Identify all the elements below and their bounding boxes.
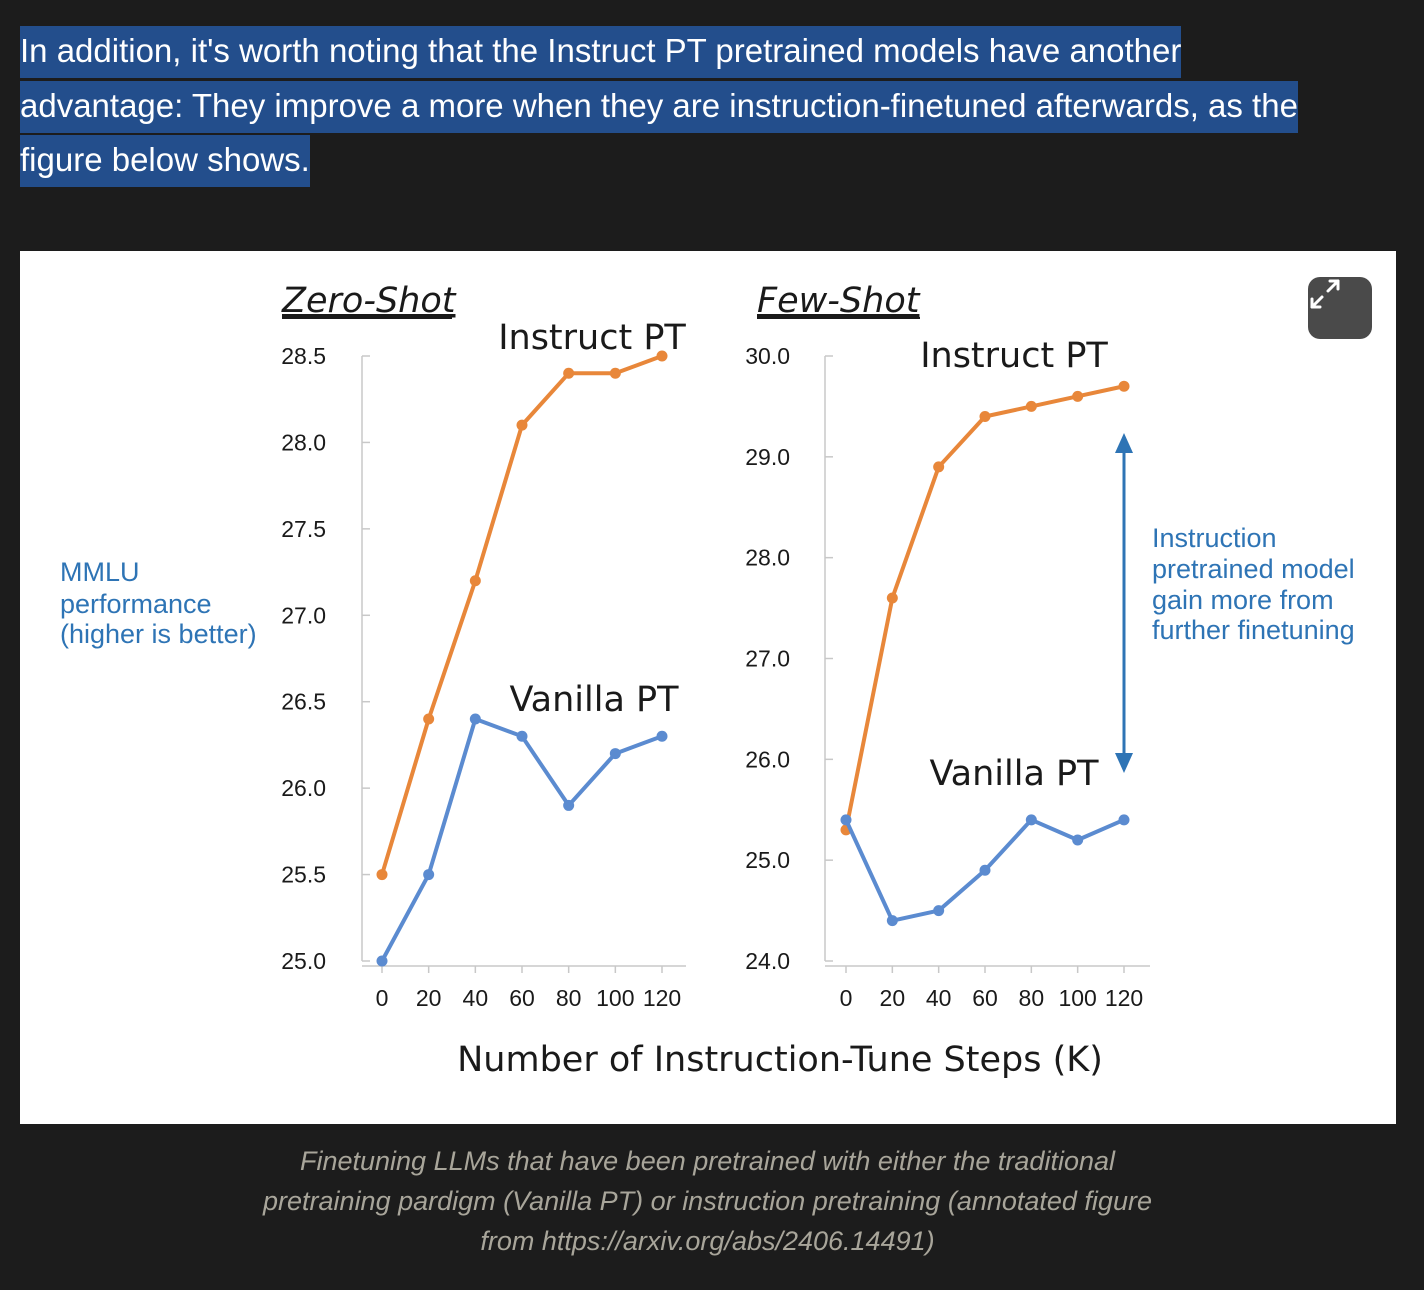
data-point-instruct <box>886 592 898 604</box>
paragraph-line: advantage: They improve a more when they… <box>20 80 1298 133</box>
data-point-vanilla <box>469 713 481 725</box>
data-point-instruct <box>609 367 621 379</box>
x-tick-label: 100 <box>596 985 634 1011</box>
data-point-instruct <box>376 869 388 881</box>
panel-title-few-shot: Few-Shot <box>757 281 921 321</box>
caption-line: Finetuning LLMs that have been pretraine… <box>299 1146 1115 1176</box>
side-annotation-line: further finetuning <box>1152 615 1355 645</box>
y-tick-label: 29.0 <box>745 444 790 470</box>
side-annotation-line: pretrained model <box>1152 554 1355 584</box>
data-point-instruct <box>656 350 668 362</box>
chart-canvas: MMLU performance (higher is better) Inst… <box>60 281 1355 1080</box>
data-point-vanilla <box>1025 814 1037 826</box>
data-point-vanilla <box>376 955 388 967</box>
panel-title-zero-shot: Zero-Shot <box>281 281 457 321</box>
x-tick-label: 0 <box>840 985 853 1011</box>
series-label-instruct: Instruct PT <box>920 336 1108 376</box>
caption-line: from https://arxiv.org/abs/2406.14491) <box>480 1226 935 1256</box>
paragraph-line: figure below shows. <box>20 135 310 187</box>
data-point-vanilla <box>840 814 852 826</box>
expand-arrows-icon <box>1310 279 1340 309</box>
data-point-instruct <box>1072 390 1084 402</box>
gain-double-arrow <box>1115 433 1133 773</box>
y-annotation-line: MMLU <box>60 557 140 587</box>
y-annotation-line: performance <box>60 589 212 619</box>
y-tick-label: 28.0 <box>745 545 790 571</box>
y-tick-label: 25.5 <box>281 862 326 888</box>
y-tick-label: 25.0 <box>281 948 326 974</box>
data-point-instruct <box>1118 380 1130 392</box>
x-tick-label: 60 <box>509 985 535 1011</box>
y-tick-label: 26.5 <box>281 689 326 715</box>
data-point-instruct <box>516 419 528 431</box>
y-annotation-line: (higher is better) <box>60 619 257 649</box>
y-tick-label: 25.0 <box>745 847 790 873</box>
y-tick-label: 26.0 <box>281 775 326 801</box>
data-point-vanilla <box>933 905 945 917</box>
x-tick-label: 80 <box>556 985 582 1011</box>
x-tick-label: 120 <box>1105 985 1143 1011</box>
intro-paragraph: In addition, it's worth noting that the … <box>20 24 1410 188</box>
x-tick-label: 80 <box>1019 985 1045 1011</box>
figure-image: MMLU performance (higher is better) Inst… <box>20 251 1396 1124</box>
side-annotation-line: gain more from <box>1152 585 1334 615</box>
data-point-vanilla <box>979 864 991 876</box>
series-label-vanilla: Vanilla PT <box>509 680 679 720</box>
data-point-vanilla <box>1118 814 1130 826</box>
x-tick-label: 120 <box>643 985 681 1011</box>
data-point-vanilla <box>656 730 668 742</box>
data-point-instruct <box>563 367 575 379</box>
data-point-instruct <box>979 411 991 422</box>
x-tick-label: 20 <box>416 985 442 1011</box>
data-point-vanilla <box>1072 834 1084 846</box>
x-tick-label: 60 <box>972 985 998 1011</box>
figure-caption: Finetuning LLMs that have been pretraine… <box>200 1141 1215 1261</box>
data-point-vanilla <box>609 748 621 760</box>
x-tick-label: 40 <box>463 985 489 1011</box>
data-point-instruct <box>933 461 945 473</box>
data-point-instruct <box>1025 400 1037 412</box>
y-tick-label: 27.0 <box>745 646 790 672</box>
y-tick-label: 28.5 <box>281 343 326 369</box>
y-tick-label: 27.0 <box>281 602 326 628</box>
data-point-vanilla <box>563 799 575 811</box>
x-axis-label: Number of Instruction-Tune Steps (K) <box>457 1040 1103 1080</box>
y-tick-label: 26.0 <box>745 746 790 772</box>
data-point-vanilla <box>886 915 898 927</box>
caption-line: pretraining pardigm (Vanilla PT) or inst… <box>263 1186 1152 1216</box>
x-tick-label: 0 <box>376 985 389 1011</box>
paragraph-line: In addition, it's worth noting that the … <box>20 26 1182 78</box>
series-label-instruct: Instruct PT <box>498 318 686 358</box>
y-tick-label: 28.0 <box>281 429 326 455</box>
expand-button[interactable] <box>1308 277 1372 339</box>
data-point-instruct <box>423 713 435 725</box>
x-tick-label: 20 <box>880 985 906 1011</box>
data-point-instruct <box>469 575 481 587</box>
y-tick-label: 24.0 <box>745 948 790 974</box>
data-point-vanilla <box>516 730 528 742</box>
y-tick-label: 27.5 <box>281 516 326 542</box>
x-tick-label: 40 <box>926 985 952 1011</box>
series-label-vanilla: Vanilla PT <box>929 754 1099 794</box>
y-tick-label: 30.0 <box>745 343 790 369</box>
x-tick-label: 100 <box>1058 985 1096 1011</box>
side-annotation-line: Instruction <box>1152 523 1277 553</box>
data-point-vanilla <box>423 869 435 881</box>
series-line-instruct <box>380 354 664 877</box>
